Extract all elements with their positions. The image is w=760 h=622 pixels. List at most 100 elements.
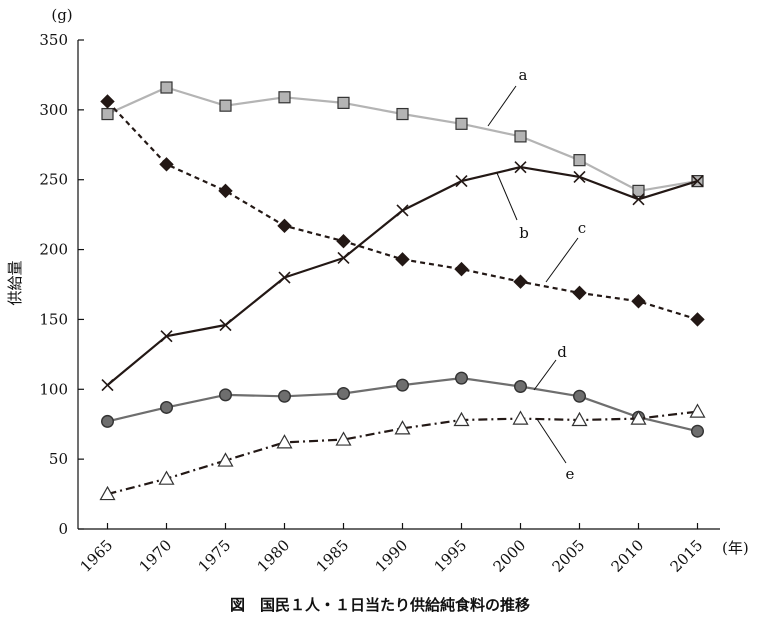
series-e-point — [453, 411, 470, 427]
y-ticks: 0 50 100 150 200 250 300 350 — [39, 31, 84, 538]
x-unit-label: (年) — [722, 539, 749, 557]
series-d-point — [100, 414, 114, 428]
series-d-point — [278, 389, 292, 403]
series-b-point — [514, 161, 527, 174]
series-d-point — [691, 424, 705, 438]
series-e-label: e — [566, 465, 575, 483]
series-e-point — [99, 485, 116, 501]
series-e-point — [394, 420, 411, 435]
y-tick-label: 0 — [58, 520, 68, 538]
x-tick-label: 1995 — [431, 536, 471, 576]
x-tick-label: 1965 — [77, 536, 117, 576]
series-e-leader-line — [536, 418, 567, 464]
series-b — [101, 161, 704, 392]
series-e-point — [512, 410, 529, 425]
series-a-point — [396, 107, 409, 121]
series-b-point — [337, 251, 350, 265]
series-a-point — [337, 96, 350, 109]
series-c-point — [395, 252, 410, 267]
series-a-point — [160, 81, 173, 94]
series-d-point — [218, 388, 232, 402]
series-c-point — [100, 94, 115, 109]
series-c-point — [159, 157, 174, 172]
x-tick-label: 1985 — [313, 536, 353, 576]
series-d — [100, 371, 705, 438]
x-tick-label: 2000 — [490, 536, 530, 576]
y-tick-label: 250 — [39, 171, 68, 189]
series-b-point — [101, 379, 114, 392]
series-c-point — [336, 233, 351, 249]
series-a-point — [101, 107, 114, 121]
series-d-point — [396, 378, 410, 392]
series-b-point — [160, 330, 173, 343]
series-b-point — [691, 175, 704, 188]
x-tick-label: 1980 — [254, 536, 294, 576]
series-c-point — [572, 285, 587, 301]
series-c-point — [218, 183, 233, 199]
series-d-point — [514, 379, 528, 393]
series-c — [100, 94, 705, 327]
series-e — [99, 403, 706, 501]
series-c-leader-line — [545, 237, 579, 283]
series-a-leader-line — [487, 85, 517, 127]
x-tick-label: 1975 — [195, 536, 235, 576]
series-b-point — [455, 175, 468, 188]
series-b-label: b — [519, 224, 529, 242]
series-a-point — [278, 91, 291, 104]
x-tick-label: 1970 — [136, 536, 176, 576]
y-tick-label: 300 — [39, 101, 68, 119]
series-b-point — [278, 271, 291, 284]
series-d-point — [159, 400, 173, 414]
series-c-point — [454, 261, 469, 277]
x-tick-label: 1990 — [372, 536, 412, 576]
series-e-point — [217, 452, 234, 467]
y-tick-label: 200 — [39, 241, 68, 259]
series-c-point — [513, 274, 528, 289]
series-c-point — [690, 312, 705, 327]
chart-caption: 図 国民１人・１日当たり供給純食料の推移 — [230, 596, 530, 614]
x-ticks: 1965 1970 1975 1980 1985 1990 1995 2000 2005 2010… — [77, 523, 707, 576]
series-c-point — [631, 294, 646, 309]
y-tick-label: 50 — [49, 450, 68, 468]
series-d-label: d — [557, 343, 567, 361]
series-a-label: a — [519, 66, 528, 84]
y-tick-label: 150 — [39, 310, 68, 328]
series-b-leader-line — [496, 172, 518, 221]
y-axis-title: 供給量 — [6, 260, 24, 305]
series-a-line — [107, 86, 698, 192]
series-d-point — [573, 389, 587, 403]
series-b-point — [632, 193, 645, 206]
series-a-point — [219, 99, 232, 112]
series-layer — [99, 81, 706, 501]
series-a-point — [632, 184, 645, 197]
series-a-point — [573, 154, 586, 167]
series-e-point — [571, 411, 588, 427]
series-e-point — [335, 431, 352, 446]
series-b-point — [219, 318, 232, 332]
series-b-point — [396, 204, 409, 217]
series-d-leader-line — [533, 359, 557, 391]
series-e-point — [689, 403, 706, 418]
series-c-label: c — [578, 219, 586, 237]
y-tick-label: 100 — [39, 380, 68, 398]
series-e-point — [630, 410, 647, 425]
series-e-line — [107, 410, 698, 496]
series-d-point — [337, 386, 351, 400]
series-callouts: a b c d e — [487, 66, 586, 483]
x-tick-label: 2005 — [549, 536, 589, 576]
series-b-point — [573, 170, 586, 183]
series-a-point — [514, 130, 527, 143]
y-tick-label: 350 — [39, 31, 68, 49]
series-e-point — [158, 470, 175, 485]
series-b-line — [106, 166, 698, 386]
x-tick-label: 2015 — [667, 536, 707, 576]
series-e-point — [276, 434, 293, 449]
axes — [77, 40, 720, 530]
series-a-point — [455, 117, 468, 130]
series-a — [101, 81, 704, 197]
x-tick-label: 2010 — [608, 536, 648, 576]
y-unit-label: (g) — [51, 6, 72, 24]
series-c-point — [277, 218, 292, 234]
series-d-point — [455, 371, 469, 385]
